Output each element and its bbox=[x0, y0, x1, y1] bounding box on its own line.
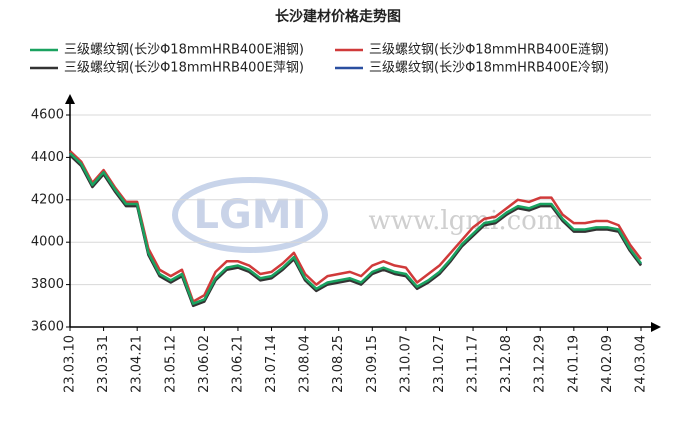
x-tick-label: 23.08.25 bbox=[331, 335, 346, 393]
x-axis-arrow bbox=[651, 322, 661, 332]
x-tick-label: 24.02.09 bbox=[600, 335, 615, 393]
x-tick-label: 24.03.04 bbox=[634, 335, 649, 393]
x-tick-label: 23.10.27 bbox=[432, 335, 447, 393]
x-tick-label: 23.12.08 bbox=[499, 335, 514, 393]
x-tick-label: 23.03.31 bbox=[96, 335, 111, 393]
x-tick-label: 23.11.17 bbox=[466, 335, 481, 393]
x-tick-label: 23.05.12 bbox=[163, 335, 178, 393]
y-tick-label: 4200 bbox=[31, 192, 64, 207]
watermark-logo: LGMI bbox=[193, 192, 306, 238]
y-tick-label: 4600 bbox=[31, 108, 64, 123]
x-tick-label: 23.09.15 bbox=[365, 335, 380, 393]
x-tick-label: 23.12.29 bbox=[533, 335, 548, 393]
y-tick-label: 3800 bbox=[31, 277, 64, 292]
y-tick-label: 3600 bbox=[31, 320, 64, 335]
watermark-ring bbox=[172, 177, 328, 253]
x-tick-label: 23.08.04 bbox=[298, 335, 313, 393]
legend-label: 三级螺纹钢(长沙Φ18mmHRB400E湘钢) bbox=[64, 43, 304, 58]
x-tick-label: 23.07.14 bbox=[264, 335, 279, 393]
legend-label: 三级螺纹钢(长沙Φ18mmHRB400E萍钢) bbox=[64, 61, 304, 76]
legend-label: 三级螺纹钢(长沙Φ18mmHRB400E冷钢) bbox=[369, 61, 609, 76]
series-line bbox=[69, 154, 642, 308]
series-line bbox=[69, 150, 642, 303]
x-tick-label: 24.01.19 bbox=[566, 335, 581, 393]
x-tick-label: 23.03.10 bbox=[63, 335, 78, 393]
y-axis-arrow bbox=[65, 94, 75, 104]
x-tick-label: 23.04.21 bbox=[130, 335, 145, 393]
series-line bbox=[69, 152, 642, 305]
y-tick-label: 4400 bbox=[31, 150, 64, 165]
y-tick-label: 4000 bbox=[31, 235, 64, 250]
chart-title: 长沙建材价格走势图 bbox=[275, 8, 401, 25]
x-tick-label: 23.10.07 bbox=[398, 335, 413, 393]
x-tick-label: 23.06.21 bbox=[230, 335, 245, 393]
legend-label: 三级螺纹钢(长沙Φ18mmHRB400E涟钢) bbox=[369, 42, 609, 58]
x-tick-label: 23.06.02 bbox=[197, 335, 212, 393]
watermark-url: www.lgmi.com bbox=[368, 206, 561, 236]
